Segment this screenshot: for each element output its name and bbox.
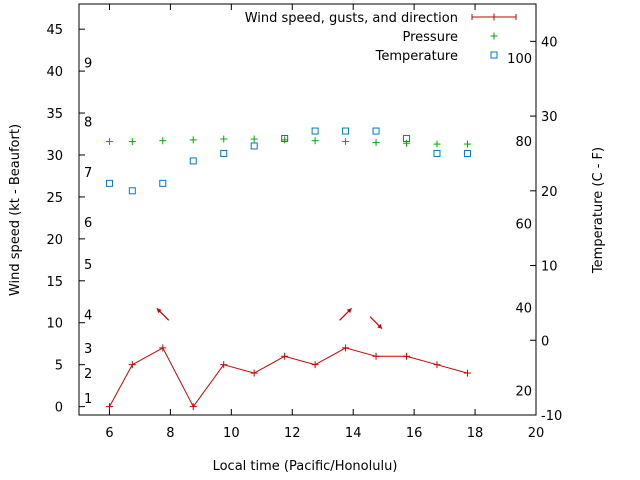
pressure-point [403,139,411,147]
pressure-point [433,140,441,148]
wind-speed-point [250,369,258,377]
temperature-point [220,149,228,157]
wind-speed-point [342,344,350,352]
pressure-point [128,138,136,146]
beaufort-label: 5 [84,258,92,273]
y-left-tick-label: 0 [55,401,63,416]
x-tick-label: 16 [406,426,423,441]
beaufort-label: 3 [84,342,92,357]
wind-speed-point [311,361,319,369]
wind-speed-line [109,347,468,408]
wind-speed-point [105,403,113,411]
y-axis-label-right: Temperature (C - F) [591,147,606,274]
legend-pressure-marker [490,32,498,40]
y-right-tick-label: 20 [541,185,558,200]
legend-temperature-marker [490,51,498,59]
y-left-tick-label: 40 [46,65,63,80]
y-right-tick-label: -10 [541,409,562,424]
x-tick-label: 12 [284,426,301,441]
pressure-point [372,138,380,146]
pressure-point [281,136,289,144]
wind-speed-point [220,361,228,369]
temperature-point [403,135,411,143]
x-tick-label: 10 [223,426,240,441]
y-left-tick-label: 45 [46,23,63,38]
fahrenheit-label: 80 [515,135,532,150]
wind-speed-point [403,352,411,360]
y-right-tick-label: 10 [541,260,558,275]
temperature-point [189,157,197,165]
x-axis-label: Local time (Pacific/Honolulu) [213,459,398,474]
y-left-tick-label: 25 [46,191,63,206]
legend-label: Temperature [375,49,458,64]
temperature-point [128,187,136,195]
temperature-point [463,149,471,157]
y-left-tick-label: 15 [46,275,63,290]
wind-speed-point [372,352,380,360]
pressure-point [342,138,350,146]
y-left-tick-label: 30 [46,149,63,164]
beaufort-label: 9 [84,57,92,72]
temperature-point [342,127,350,135]
y-axis-label-left: Wind speed (kt - Beaufort) [8,124,23,296]
temperature-point [281,135,289,143]
pressure-point [250,135,258,143]
wind-speed-point [463,369,471,377]
pressure-point [311,137,319,145]
wind-speed-point [281,352,289,360]
x-tick-label: 6 [105,426,113,441]
beaufort-label: 2 [84,367,92,382]
temperature-point [105,179,113,187]
beaufort-label: 7 [84,166,92,181]
temperature-point [250,142,258,150]
pressure-point [105,138,113,146]
x-tick-label: 18 [467,426,484,441]
wind-direction-arrow [339,307,353,321]
pressure-point [463,140,471,148]
temperature-point [159,179,167,187]
fahrenheit-label: 60 [515,218,532,233]
x-tick-label: 8 [166,426,174,441]
wind-speed-point [128,361,136,369]
y-left-tick-label: 10 [46,317,63,332]
plot-frame [78,3,537,416]
y-right-tick-label: 40 [541,35,558,50]
x-tick-label: 14 [345,426,362,441]
temperature-point [433,149,441,157]
fahrenheit-label: 40 [515,301,532,316]
x-tick-label: 20 [528,426,545,441]
y-right-tick-label: 30 [541,110,558,125]
y-left-tick-label: 5 [55,359,63,374]
beaufort-label: 4 [84,308,92,323]
beaufort-label: 1 [84,392,92,407]
temperature-point [311,127,319,135]
wind-speed-point [189,403,197,411]
pressure-point [189,136,197,144]
y-left-tick-label: 35 [46,107,63,122]
pressure-point [220,135,228,143]
wind-direction-arrow [156,307,170,321]
pressure-point [159,137,167,145]
y-right-tick-label: 0 [541,334,549,349]
legend-label: Pressure [402,30,458,45]
fahrenheit-label: 20 [515,384,532,399]
beaufort-label: 8 [84,115,92,130]
legend-wind-marker [490,13,498,21]
beaufort-label: 6 [84,216,92,231]
y-left-tick-label: 20 [46,233,63,248]
temperature-point [372,127,380,135]
fahrenheit-label: 100 [507,52,532,67]
legend-label: Wind speed, gusts, and direction [245,11,458,26]
wind-direction-arrow [369,316,383,330]
wind-speed-point [433,361,441,369]
wind-speed-point [159,344,167,352]
